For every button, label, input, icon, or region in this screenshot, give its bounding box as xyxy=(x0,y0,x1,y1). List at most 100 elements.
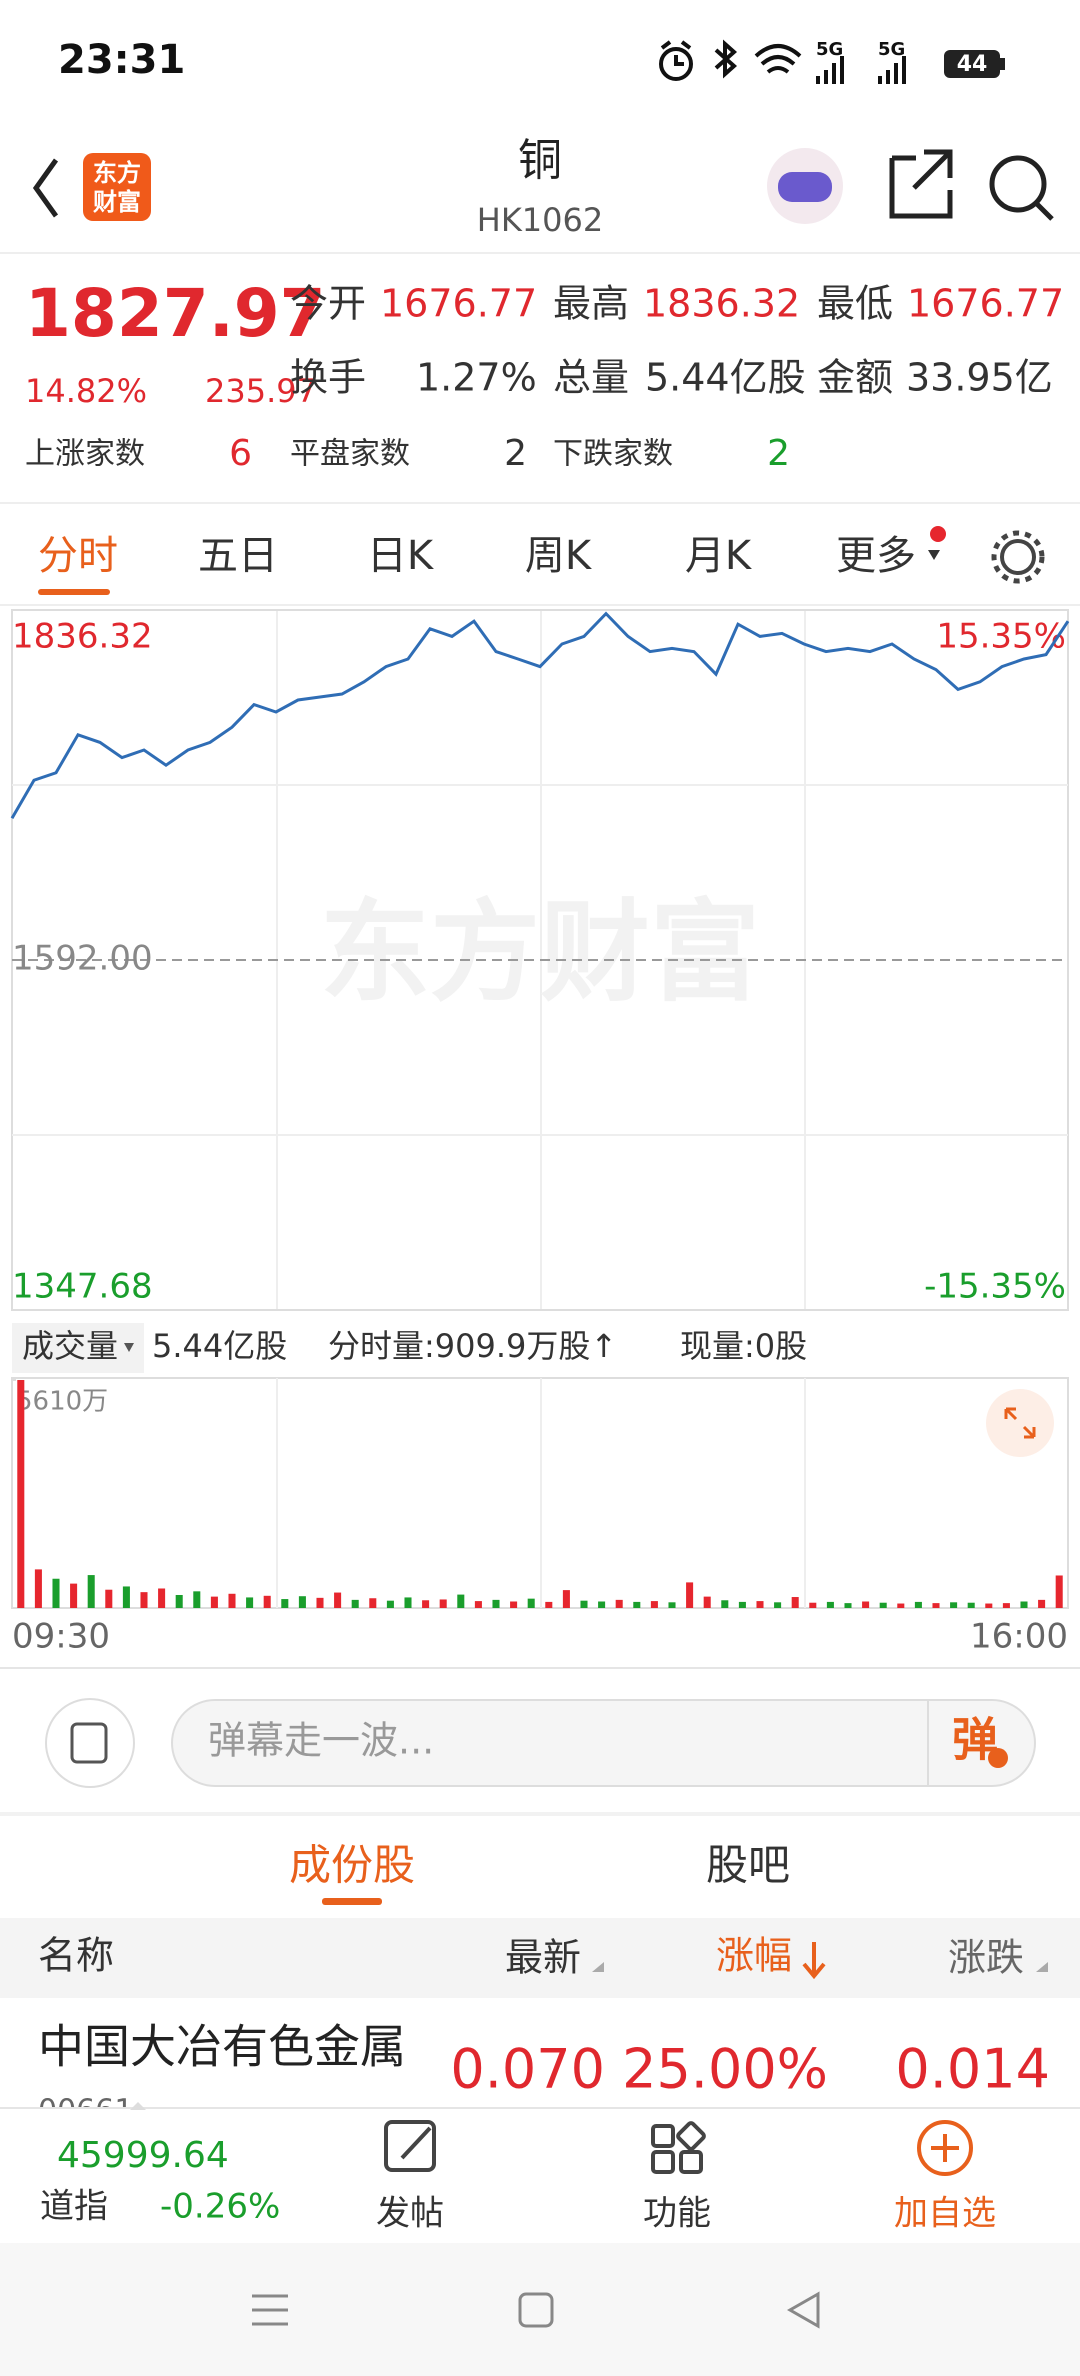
bottom-bar xyxy=(0,2108,1080,2243)
app-logo[interactable] xyxy=(83,153,151,221)
selector-caret xyxy=(124,1343,134,1352)
danmaku-input[interactable] xyxy=(171,1699,1036,1787)
volume-bar xyxy=(351,1599,359,1608)
table-header xyxy=(0,1918,1080,1998)
index-name: 道指 xyxy=(40,2187,108,2227)
danmaku-placeholder: 弹幕走一波... xyxy=(208,1719,434,1763)
breadth-label: 下跌家数 xyxy=(553,437,673,472)
volume-bar xyxy=(369,1598,377,1608)
volume-bar xyxy=(826,1601,834,1608)
tab[interactable]: 月K xyxy=(685,533,753,579)
volume-bar xyxy=(721,1600,729,1608)
ticker-caret xyxy=(130,2102,146,2110)
breadth-value: 6 xyxy=(229,433,252,474)
index-change: -0.26% xyxy=(160,2187,280,2227)
tab[interactable]: 日K xyxy=(367,533,435,579)
nav-back[interactable] xyxy=(786,2291,820,2329)
tick-volume: 分时量:909.9万股↑ xyxy=(328,1327,617,1365)
expand-button[interactable] xyxy=(986,1389,1054,1457)
stat-value: 1676.77 xyxy=(907,282,1064,326)
volume-bar xyxy=(703,1596,711,1608)
settings-button[interactable] xyxy=(1000,539,1036,575)
volume-bar xyxy=(738,1601,746,1608)
volume-bar xyxy=(809,1602,817,1608)
volume-bar xyxy=(950,1602,958,1608)
tab[interactable]: 五日 xyxy=(198,533,278,579)
volume-grid xyxy=(276,1378,806,1608)
y-tick-label: 1836.32 xyxy=(12,617,153,657)
logo-text: 财富 xyxy=(93,188,141,216)
stock-title: 铜 xyxy=(518,135,562,186)
stat-label: 今开 xyxy=(290,282,366,326)
volume-bar xyxy=(34,1569,42,1608)
action-post[interactable]: 发帖 xyxy=(376,2194,444,2234)
stock-change-pct: 25.00% xyxy=(622,2038,828,2101)
settings-gear xyxy=(991,530,1045,584)
action-functions[interactable]: 功能 xyxy=(643,2194,711,2234)
volume-bar xyxy=(862,1601,870,1608)
stat-value: 5.44亿股 xyxy=(645,356,806,400)
stat-label: 最低 xyxy=(817,282,893,326)
volume-bar xyxy=(791,1597,799,1608)
battery-tip xyxy=(1000,58,1005,70)
volume-bar xyxy=(844,1603,852,1608)
danmaku-list-button[interactable] xyxy=(45,1698,135,1788)
watermark: 东方财富 xyxy=(320,888,760,1016)
volume-bar xyxy=(422,1600,430,1608)
stat-value: 33.95亿 xyxy=(906,356,1053,400)
volume-bar xyxy=(668,1602,676,1608)
back-button[interactable] xyxy=(32,158,59,218)
volume-bar xyxy=(1055,1575,1063,1608)
column-header[interactable]: 涨跌 xyxy=(948,1936,1024,1980)
volume-selector[interactable] xyxy=(12,1323,144,1373)
stat-label: 总量 xyxy=(553,356,629,400)
more-caret xyxy=(928,550,940,560)
tab[interactable]: 更多 xyxy=(836,533,916,579)
volume-bar xyxy=(985,1603,993,1608)
y-tick-label: 1592.00 xyxy=(12,939,153,979)
stock-price: 0.070 xyxy=(450,2038,605,2101)
stat-label: 金额 xyxy=(817,356,893,400)
search-handle xyxy=(1034,201,1054,221)
volume-bar xyxy=(686,1582,694,1608)
volume-bar xyxy=(263,1595,271,1608)
search-button[interactable] xyxy=(989,155,1047,213)
tab-indicator xyxy=(38,589,110,595)
status-time: 23:31 xyxy=(58,37,185,83)
add-watchlist-icon xyxy=(917,2120,973,2176)
y-tick-label: 1347.68 xyxy=(12,1267,153,1307)
volume-chart: 5610万 xyxy=(12,1379,1063,1608)
battery xyxy=(944,50,1000,78)
nav-home[interactable] xyxy=(518,2292,554,2328)
volume-bar xyxy=(474,1601,482,1608)
share-button[interactable] xyxy=(889,149,953,219)
column-header[interactable]: 名称 xyxy=(38,1934,114,1978)
volume-bar xyxy=(1002,1603,1010,1608)
breadth-label: 上涨家数 xyxy=(25,437,145,472)
column-header-sorted[interactable]: 涨幅 xyxy=(716,1934,792,1978)
volume-bar xyxy=(193,1591,201,1608)
volume-selector-label: 成交量 xyxy=(22,1327,118,1365)
section-tab-active[interactable]: 成份股 xyxy=(289,1841,415,1890)
y2-tick-label: -15.35% xyxy=(924,1267,1066,1307)
volume-bar xyxy=(175,1594,183,1608)
volume-bar xyxy=(316,1597,324,1608)
volume-bar xyxy=(228,1593,236,1608)
section-tab[interactable]: 股吧 xyxy=(706,1841,790,1890)
nav-menu[interactable] xyxy=(252,2294,288,2326)
volume-bar xyxy=(545,1601,553,1608)
column-header[interactable]: 最新 xyxy=(505,1936,581,1980)
x-tick-label: 09:30 xyxy=(12,1617,110,1657)
volume-bar xyxy=(756,1601,764,1608)
action-add-watchlist[interactable]: 加自选 xyxy=(894,2194,996,2234)
y2-tick-label: 15.35% xyxy=(936,617,1066,657)
index-value[interactable]: 45999.64 xyxy=(57,2135,229,2176)
sort-desc-icon xyxy=(802,1942,826,1980)
status-icons xyxy=(659,39,906,84)
sort-icon xyxy=(1036,1962,1048,1972)
volume-bar xyxy=(17,1380,25,1608)
tab-active[interactable]: 分时 xyxy=(38,533,118,579)
stock-name[interactable]: 中国大冶有色金属 xyxy=(38,2020,406,2074)
tab[interactable]: 周K xyxy=(525,533,593,579)
